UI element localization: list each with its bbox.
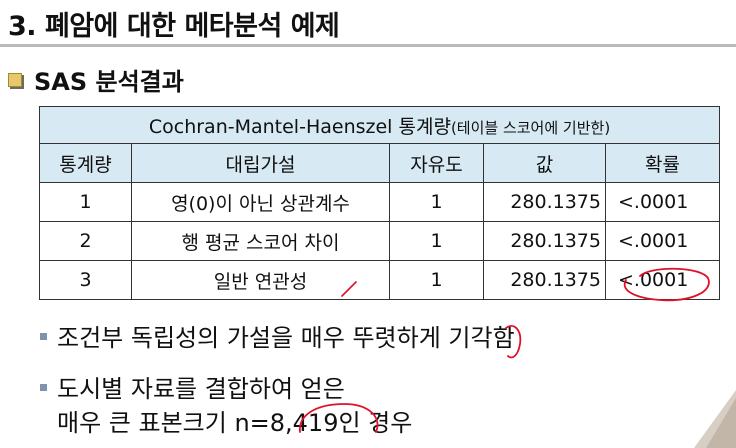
bullet-square-icon: [40, 332, 47, 340]
cell-prob: <.0001: [604, 221, 721, 261]
cell-statistic: 3: [39, 260, 132, 300]
slide-title: 3. 폐암에 대한 메타분석 예제: [8, 11, 340, 42]
table-row: 1 영(0)이 아닌 상관계수 1 280.1375 <.0001: [39, 182, 721, 222]
column-header: 통계량: [39, 143, 132, 183]
column-header: 대립가설: [131, 143, 390, 183]
cell-prob: <.0001: [604, 260, 721, 300]
cell-df: 1: [389, 260, 484, 300]
bullet-square-icon: [40, 383, 47, 391]
cell-prob: <.0001: [604, 182, 721, 222]
section-heading-label: SAS 분석결과: [34, 68, 184, 96]
column-header: 확률: [604, 143, 721, 183]
bullet-text: 조건부 독립성의 가설을 매우 뚜렷하게 기각함: [57, 324, 515, 352]
cmh-statistics-table: Cochran-Mantel-Haenszel 통계량(테이블 스코어에 기반한…: [38, 106, 721, 300]
section-heading: SAS 분석결과: [8, 62, 184, 97]
column-header: 값: [483, 143, 606, 183]
cell-value: 280.1375: [483, 221, 606, 261]
table-caption: Cochran-Mantel-Haenszel 통계량(테이블 스코어에 기반한…: [38, 106, 721, 144]
cell-value: 280.1375: [483, 182, 606, 222]
cell-df: 1: [389, 182, 484, 222]
bullet-text: 도시별 자료를 결합하여 얻은: [57, 375, 345, 403]
bullet-text-continued: 매우 큰 표본크기 n=8,419인 경우: [57, 409, 413, 437]
table-caption-main: Cochran-Mantel-Haenszel 통계량: [148, 115, 451, 138]
table-row: 3 일반 연관성 1 280.1375 <.0001: [39, 260, 721, 300]
cell-hypothesis: 일반 연관성: [131, 260, 390, 300]
cell-statistic: 1: [39, 182, 132, 222]
bullet-item: 도시별 자료를 결합하여 얻은 매우 큰 표본크기 n=8,419인 경우: [40, 372, 412, 440]
cell-hypothesis: 행 평균 스코어 차이: [131, 221, 390, 261]
cell-hypothesis: 영(0)이 아닌 상관계수: [131, 182, 390, 222]
cell-value: 280.1375: [483, 260, 606, 300]
table-caption-sub: (테이블 스코어에 기반한): [450, 118, 611, 137]
bullet-item: 조건부 독립성의 가설을 매우 뚜렷하게 기각함: [40, 318, 515, 353]
table-caption-row: Cochran-Mantel-Haenszel 통계량(테이블 스코어에 기반한…: [38, 106, 721, 144]
title-rule: [0, 44, 736, 47]
table-header-row: 통계량 대립가설 자유도 값 확률: [39, 143, 721, 183]
table-row: 2 행 평균 스코어 차이 1 280.1375 <.0001: [39, 221, 721, 261]
cell-statistic: 2: [39, 221, 132, 261]
cell-df: 1: [389, 221, 484, 261]
column-header: 자유도: [389, 143, 484, 183]
square-bullet-icon: [8, 72, 22, 87]
slide-corner-decoration: [694, 390, 736, 448]
